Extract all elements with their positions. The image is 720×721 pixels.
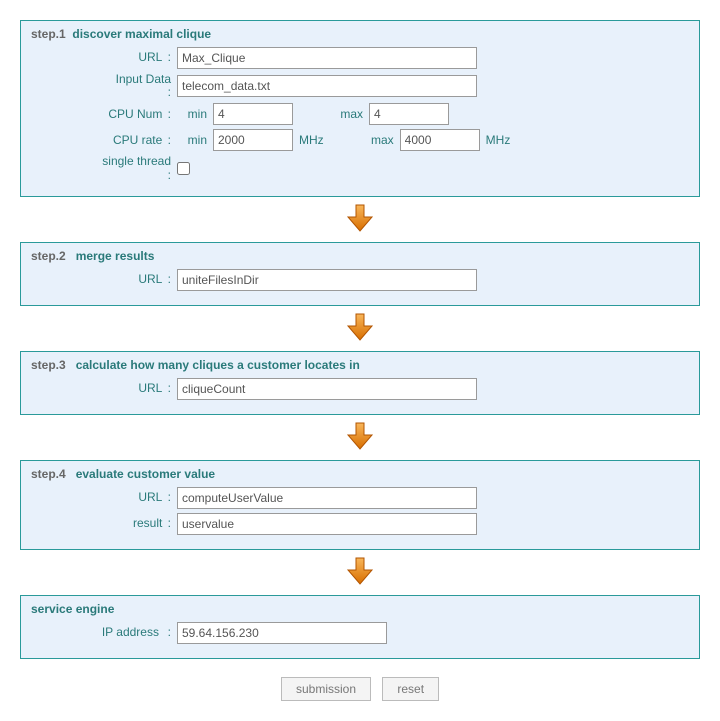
step2-panel: step.2 merge results URL : [20,242,700,306]
step1-url-label: URL : [31,51,177,64]
step4-result-label: result : [31,517,177,530]
step1-cpurate-max-input[interactable] [400,129,480,151]
step1-cpurate-max-label: max [364,133,394,147]
form-container: step.1 discover maximal clique URL : Inp… [20,20,700,701]
step3-url-input[interactable] [177,378,477,400]
step2-tag: step.2 [31,249,66,263]
step1-cpunum-min-label: min [177,107,207,121]
engine-panel: service engine IP address : [20,595,700,659]
arrow-4 [20,556,700,589]
step2-title: merge results [76,249,155,263]
step1-panel: step.1 discover maximal clique URL : Inp… [20,20,700,197]
engine-title: service engine [31,602,114,616]
step2-url-label: URL : [31,273,177,286]
down-arrow-icon [346,556,374,586]
down-arrow-icon [346,203,374,233]
step1-cpurate-max-unit: MHz [486,133,511,147]
step3-tag: step.3 [31,358,66,372]
step1-tag: step.1 [31,27,66,41]
step1-singlethread-checkbox[interactable] [177,162,190,175]
step1-cpurate-min-unit: MHz [299,133,324,147]
step4-panel: step.4 evaluate customer value URL : res… [20,460,700,550]
step1-input-data-label: Input Data: [31,73,177,99]
step3-header: step.3 calculate how many cliques a cust… [31,358,689,372]
step4-header: step.4 evaluate customer value [31,467,689,481]
submission-button[interactable]: submission [281,677,371,701]
step2-header: step.2 merge results [31,249,689,263]
step1-cpurate-min-input[interactable] [213,129,293,151]
step2-url-input[interactable] [177,269,477,291]
down-arrow-icon [346,312,374,342]
step1-cpunum-label: CPU Num : [31,108,177,121]
step1-cpunum-max-label: max [333,107,363,121]
step1-singlethread-label: single thread: [31,155,177,181]
step3-title: calculate how many cliques a customer lo… [76,358,360,372]
step1-cpurate-min-label: min [177,133,207,147]
step1-cpunum-min-input[interactable] [213,103,293,125]
arrow-2 [20,312,700,345]
engine-ip-label: IP address : [31,626,177,639]
arrow-1 [20,203,700,236]
engine-header: service engine [31,602,689,616]
step1-cpunum-max-input[interactable] [369,103,449,125]
step1-cpurate-label: CPU rate : [31,134,177,147]
step4-url-input[interactable] [177,487,477,509]
step4-result-input[interactable] [177,513,477,535]
step1-url-input[interactable] [177,47,477,69]
step4-tag: step.4 [31,467,66,481]
step4-url-label: URL : [31,491,177,504]
engine-ip-input[interactable] [177,622,387,644]
step3-panel: step.3 calculate how many cliques a cust… [20,351,700,415]
button-bar: submission reset [20,677,700,701]
step1-title: discover maximal clique [72,27,211,41]
arrow-3 [20,421,700,454]
step1-input-data-input[interactable] [177,75,477,97]
step3-url-label: URL : [31,382,177,395]
step1-header: step.1 discover maximal clique [31,27,689,41]
reset-button[interactable]: reset [382,677,439,701]
down-arrow-icon [346,421,374,451]
step4-title: evaluate customer value [76,467,215,481]
